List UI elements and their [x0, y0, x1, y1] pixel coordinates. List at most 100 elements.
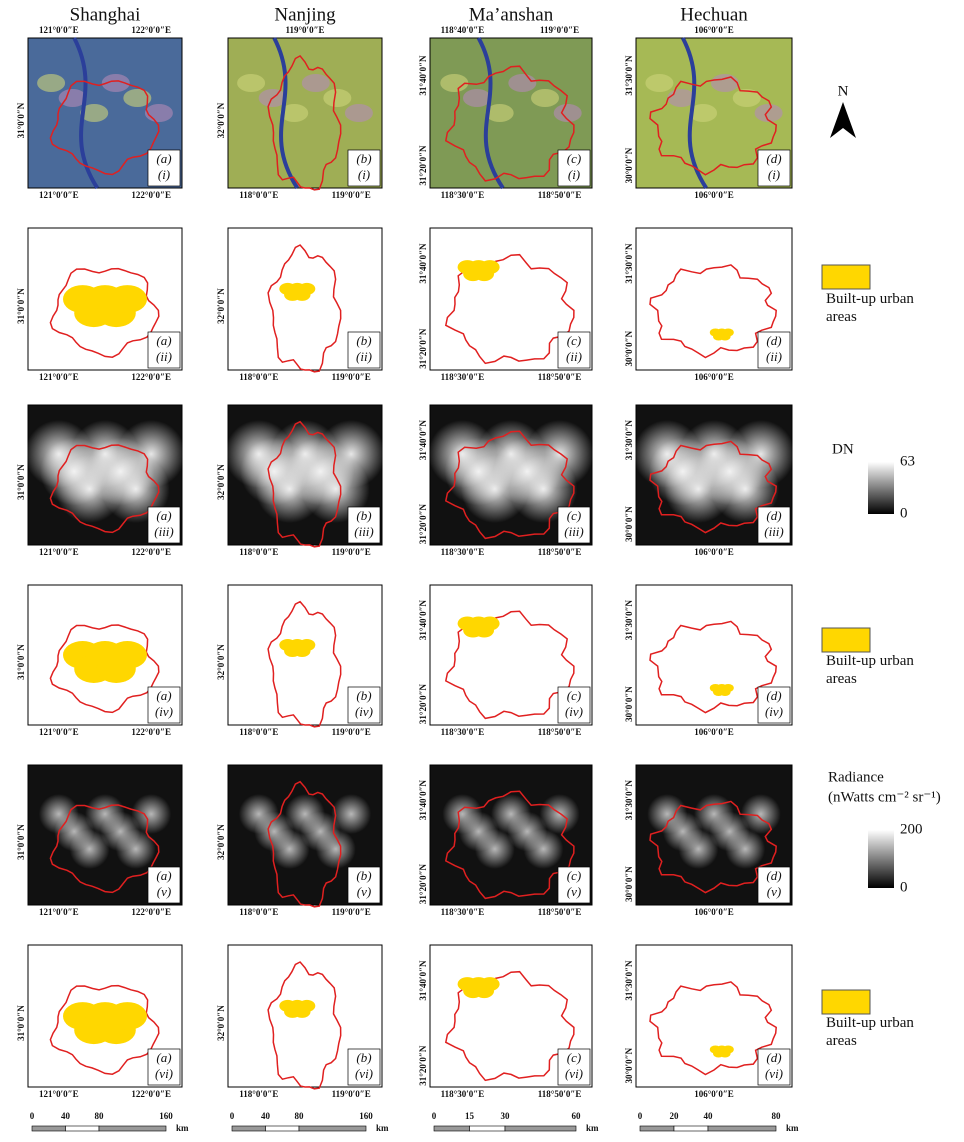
boundary — [444, 610, 575, 720]
boundary — [267, 244, 342, 373]
scale-segment — [707, 1125, 777, 1132]
scale-label: 0 — [30, 1111, 35, 1121]
panel-numeral: (iii) — [564, 524, 584, 539]
map-panel: (c)(iv) — [429, 584, 593, 726]
panel-label-box — [757, 866, 791, 904]
lon-label: 118°30′0″E — [441, 727, 485, 737]
terrain — [58, 89, 87, 107]
terrain — [710, 74, 739, 92]
lat-label: 31°40′0″N — [418, 243, 428, 284]
map-panel: (b)(ii) — [227, 227, 383, 373]
column-title: Shanghai — [70, 4, 141, 25]
lon-label: 119°0′0″E — [332, 190, 371, 200]
scale-segment — [265, 1125, 300, 1132]
map-panel: (a)(v) — [27, 764, 183, 906]
legend-label: Built-up urban areas — [826, 1015, 914, 1049]
terrain — [301, 74, 330, 92]
lat-label: 30°0′0″N — [624, 147, 634, 183]
boundary — [444, 65, 575, 182]
scale-label: 20 — [670, 1111, 680, 1121]
map-panel: (c)(vi) — [429, 944, 593, 1088]
lon-label: 121°0′0″E — [39, 547, 79, 557]
boundary — [267, 780, 342, 908]
lon-label: 118°50′0″E — [538, 547, 582, 557]
legend-label-line: areas — [826, 309, 857, 325]
light-glow — [474, 829, 515, 869]
panel-numeral: (v) — [357, 884, 371, 899]
panel-numeral: (vi) — [565, 1066, 583, 1081]
lon-label: 122°0′0″E — [131, 1089, 171, 1099]
light-glow — [331, 794, 372, 834]
lon-label: 106°0′0″E — [694, 372, 734, 382]
lat-label: 31°30′0″N — [624, 55, 634, 96]
terrain — [323, 89, 352, 107]
terrain — [645, 74, 674, 92]
panel-letter: (c) — [567, 688, 581, 703]
built-up-area — [722, 1045, 734, 1054]
boundary — [267, 54, 342, 191]
terrain — [462, 89, 491, 107]
legend-label: Built-up urban areas — [826, 291, 914, 325]
ramp-min: 0 — [900, 505, 908, 521]
map-panel: (a)(ii) — [27, 227, 183, 371]
terrain — [754, 104, 783, 122]
scale-segment — [673, 1125, 709, 1132]
panel-numeral: (vi) — [155, 1066, 173, 1081]
lon-label: 122°0′0″E — [131, 190, 171, 200]
panel-letter: (a) — [156, 333, 171, 348]
panel-letter: (a) — [156, 508, 171, 523]
panel-label-box — [147, 506, 181, 544]
light-glow — [115, 829, 156, 869]
lon-label: 121°0′0″E — [39, 727, 79, 737]
legend-label-line: areas — [826, 1033, 857, 1049]
panel-label-box — [147, 331, 181, 369]
scale-label: 40 — [704, 1111, 714, 1121]
boundary — [444, 253, 575, 365]
panel-letter: (d) — [766, 688, 781, 703]
river — [72, 37, 99, 190]
lon-label: 118°0′0″E — [239, 907, 278, 917]
lon-label: 119°0′0″E — [332, 727, 371, 737]
lat-label: 32°0′0″N — [216, 644, 226, 680]
lat-label: 31°20′0″N — [418, 145, 428, 186]
lon-label: 118°30′0″E — [441, 907, 485, 917]
lat-label: 31°20′0″N — [418, 683, 428, 724]
lon-label: 121°0′0″E — [39, 25, 79, 35]
scale-segment — [639, 1125, 675, 1132]
map-panel: (a)(vi) — [27, 944, 183, 1088]
color-ramp — [868, 462, 894, 514]
light-glow — [69, 829, 110, 869]
legend-label: Built-up urban areas — [826, 653, 914, 687]
light-glow — [317, 420, 386, 488]
panel-numeral: (vi) — [355, 1066, 373, 1081]
boundary — [444, 790, 575, 900]
panel-numeral: (ii) — [156, 349, 172, 364]
scale-label: 0 — [230, 1111, 235, 1121]
lon-label: 121°0′0″E — [39, 1089, 79, 1099]
panel-numeral: (ii) — [566, 349, 582, 364]
legend-swatch — [821, 989, 871, 1015]
terrain — [237, 74, 266, 92]
panel-numeral: (i) — [768, 167, 780, 182]
panel-label-box — [757, 686, 791, 724]
boundary — [444, 430, 575, 540]
lon-label: 118°0′0″E — [239, 727, 278, 737]
lon-label: 106°0′0″E — [694, 190, 734, 200]
lon-label: 118°0′0″E — [239, 1089, 278, 1099]
terrain — [344, 104, 373, 122]
panel-letter: (b) — [356, 1050, 371, 1065]
map-panel: (b)(iii) — [224, 404, 386, 548]
lat-label: 32°0′0″N — [216, 102, 226, 138]
panel-letter: (b) — [356, 151, 371, 166]
scale-segment — [231, 1125, 266, 1132]
panel-label-box — [347, 506, 381, 544]
panel-label-box — [347, 1048, 381, 1086]
lat-label: 31°40′0″N — [418, 55, 428, 96]
panel-label-box — [557, 331, 591, 369]
panel-numeral: (iv) — [155, 704, 173, 719]
panel-letter: (c) — [567, 508, 581, 523]
boundary — [649, 800, 777, 894]
light-glow — [269, 829, 310, 869]
panel-letter: (a) — [156, 1050, 171, 1065]
lat-label: 30°0′0″N — [624, 1047, 634, 1083]
